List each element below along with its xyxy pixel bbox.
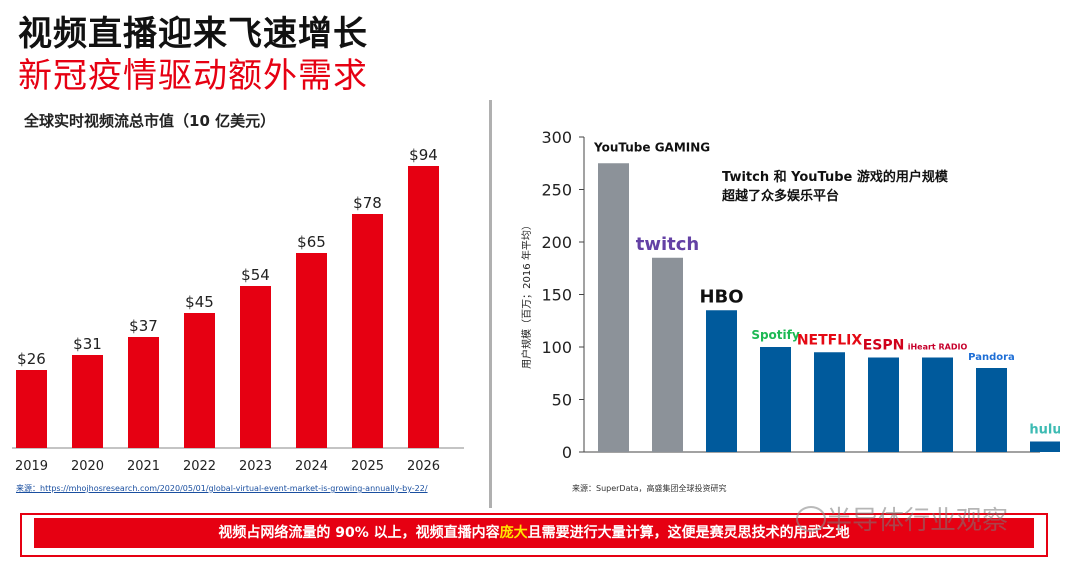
y-tick-300: 300	[541, 128, 572, 147]
x-tick-2021: 2021	[127, 459, 160, 474]
bar-iheart-radio	[922, 357, 953, 452]
banner-text: 视频占网络流量的 90% 以上，视频直播内容庞大且需要进行大量计算，这便是赛灵思…	[34, 518, 1034, 548]
data-label-2020: $31	[73, 335, 102, 353]
bar-2023	[240, 286, 271, 448]
bar-2024	[296, 253, 327, 448]
x-tick-2023: 2023	[239, 459, 272, 474]
logo-label-pandora: Pandora	[968, 352, 1015, 363]
x-tick-2025: 2025	[351, 459, 384, 474]
logo-label-netflix: NETFLIX	[797, 332, 863, 348]
right-source: 来源：SuperData，高盛集团全球投资研究	[572, 484, 727, 493]
bar-hbo	[706, 310, 737, 452]
user-scale-bar-chart: 0 50 100 150 200 250 300 用户规模（百万；2016 年平均） YouTu…	[520, 128, 1060, 462]
banner-text-before: 视频占网络流量的 90% 以上，视频直播内容	[218, 525, 500, 541]
bar-netflix	[814, 352, 845, 452]
logo-label-espn: ESPN	[863, 338, 905, 354]
watermark: 半导体行业观察	[826, 506, 1009, 536]
bar-twitch	[652, 257, 683, 452]
y-tick-50: 50	[552, 391, 572, 410]
data-label-2023: $54	[241, 266, 270, 284]
left-source-link[interactable]: 来源：https://mhojhosresearch.com/2020/05/0…	[16, 484, 428, 493]
banner-text-after: 且需要进行大量计算，这便是赛灵思技术的用武之地	[527, 525, 850, 541]
data-label-2022: $45	[185, 293, 214, 311]
wechat-icon	[796, 506, 826, 532]
bar-2022	[184, 313, 215, 448]
y-axis-label: 用户规模（百万；2016 年平均）	[520, 220, 533, 369]
data-label-2026: $94	[409, 146, 438, 164]
market-value-bar-chart: $26 2019 $31 2020 $37 2021 $45 2022 $54 2023 $65 20…	[12, 146, 464, 474]
logo-label-youtube-gaming: YouTube GAMING	[593, 140, 710, 154]
bar-2026	[408, 166, 439, 448]
y-tick-100: 100	[541, 338, 572, 357]
y-tick-0: 0	[562, 443, 572, 462]
right-note-line-2: 超越了众多娱乐平台	[722, 189, 840, 204]
bar-spotify	[760, 347, 791, 452]
right-chart-note: Twitch 和 YouTube 游戏的用户规模 超越了众多娱乐平台	[722, 168, 948, 206]
x-tick-2019: 2019	[15, 459, 48, 474]
y-tick-250: 250	[541, 181, 572, 200]
bar-youtube-gaming	[598, 163, 629, 452]
logo-label-twitch: twitch	[636, 234, 700, 255]
data-label-2024: $65	[297, 233, 326, 251]
bar-2025	[352, 214, 383, 448]
logo-label-iheart-radio: iHeart RADIO	[908, 343, 968, 352]
logo-label-hulu: hulu	[1029, 423, 1060, 438]
bar-pandora	[976, 368, 1007, 452]
y-tick-200: 200	[541, 233, 572, 252]
left-chart-title: 全球实时视频流总市值（10 亿美元）	[24, 112, 276, 130]
page-title: 视频直播迎来飞速增长	[18, 14, 368, 54]
bar-espn	[868, 357, 899, 452]
data-label-2019: $26	[17, 350, 46, 368]
right-note-line-1: Twitch 和 YouTube 游戏的用户规模	[722, 170, 948, 185]
bar-2021	[128, 337, 159, 448]
x-tick-2026: 2026	[407, 459, 440, 474]
panel-divider	[489, 100, 492, 508]
data-label-2021: $37	[129, 317, 158, 335]
banner-highlight: 庞大	[499, 525, 528, 541]
x-tick-2024: 2024	[295, 459, 328, 474]
logo-label-spotify: Spotify	[751, 328, 800, 342]
bar-2019	[16, 370, 47, 448]
bar-2020	[72, 355, 103, 448]
data-label-2025: $78	[353, 194, 382, 212]
logo-label-hbo: HBO	[699, 286, 743, 307]
bar-hulu	[1030, 441, 1060, 452]
x-tick-2020: 2020	[71, 459, 104, 474]
page-subtitle: 新冠疫情驱动额外需求	[18, 56, 368, 96]
x-tick-2022: 2022	[183, 459, 216, 474]
y-tick-150: 150	[541, 286, 572, 305]
